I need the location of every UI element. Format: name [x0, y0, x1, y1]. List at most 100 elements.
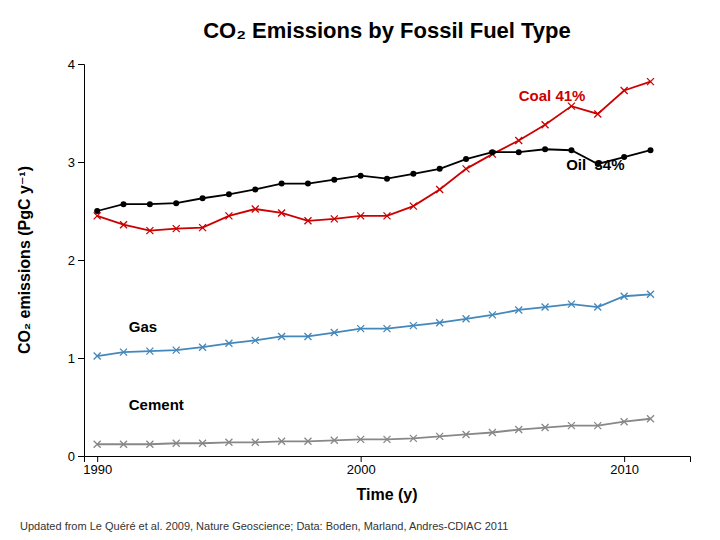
- marker: [621, 87, 628, 94]
- y-tick: 2: [68, 253, 84, 268]
- marker: [358, 173, 364, 179]
- marker: [410, 171, 416, 177]
- marker: [199, 440, 206, 447]
- marker: [516, 149, 522, 155]
- marker: [384, 176, 390, 182]
- y-tick-label: 4: [68, 57, 75, 72]
- marker: [94, 441, 101, 448]
- y-tick-mark: [78, 64, 84, 65]
- x-axis-title: Time (y): [356, 486, 417, 503]
- marker: [410, 435, 417, 442]
- footnote: Updated from Le Quéré et al. 2009, Natur…: [20, 520, 508, 532]
- marker: [463, 156, 469, 162]
- marker: [384, 212, 391, 219]
- marker: [278, 438, 285, 445]
- marker: [226, 191, 232, 197]
- marker: [225, 340, 232, 347]
- y-axis-line: [78, 65, 85, 457]
- marker: [173, 225, 180, 232]
- marker: [357, 212, 364, 219]
- marker: [305, 181, 311, 187]
- plot: 19902000201001234Coal 41%Oil 34%GasCemen…: [68, 57, 691, 478]
- marker: [120, 221, 127, 228]
- line: [97, 82, 650, 231]
- y-tick-mark: [78, 358, 84, 359]
- marker: [436, 186, 443, 193]
- series: [94, 146, 653, 214]
- marker: [225, 439, 232, 446]
- marker: [568, 147, 574, 153]
- chart: 19902000201001234Coal 41%Oil 34%GasCemen…: [0, 0, 720, 540]
- series: [94, 415, 654, 447]
- y-tick-mark: [78, 162, 84, 163]
- marker: [94, 208, 100, 214]
- y-tick-mark: [78, 456, 84, 457]
- marker: [252, 439, 259, 446]
- marker: [331, 215, 338, 222]
- marker: [568, 301, 575, 308]
- marker: [542, 424, 549, 431]
- x-axis-line: [85, 457, 691, 463]
- x-tick-mark: [97, 456, 98, 462]
- marker: [515, 426, 522, 433]
- marker: [384, 325, 391, 332]
- marker: [437, 166, 443, 172]
- marker: [357, 436, 364, 443]
- marker: [173, 200, 179, 206]
- y-axis: 0 1 2 3 4: [68, 57, 85, 464]
- marker: [647, 147, 653, 153]
- marker: [542, 146, 548, 152]
- marker: [200, 195, 206, 201]
- marker: [331, 177, 337, 183]
- marker: [304, 333, 311, 340]
- marker: [225, 212, 232, 219]
- y-tick: 4: [68, 57, 84, 72]
- x-tick-label: 1990: [83, 462, 112, 477]
- line: [97, 294, 650, 356]
- annotation: Gas: [129, 318, 157, 335]
- marker: [489, 149, 495, 155]
- marker: [594, 422, 601, 429]
- marker: [279, 181, 285, 187]
- marker: [621, 293, 628, 300]
- marker: [120, 441, 127, 448]
- marker: [331, 437, 338, 444]
- marker: [515, 306, 522, 313]
- marker: [173, 347, 180, 354]
- marker: [647, 415, 654, 422]
- marker: [542, 304, 549, 311]
- annotation: Cement: [129, 396, 184, 413]
- x-tick: 2000: [347, 456, 376, 477]
- marker: [410, 322, 417, 329]
- marker: [594, 304, 601, 311]
- y-tick-label: 0: [68, 449, 75, 464]
- y-tick-label: 2: [68, 253, 75, 268]
- marker: [146, 441, 153, 448]
- marker: [121, 201, 127, 207]
- marker: [252, 186, 258, 192]
- marker: [146, 227, 153, 234]
- marker: [463, 315, 470, 322]
- series: [94, 291, 654, 360]
- marker: [94, 353, 101, 360]
- marker: [331, 329, 338, 336]
- marker: [515, 137, 522, 144]
- marker: [357, 325, 364, 332]
- y-tick-label: 1: [68, 351, 75, 366]
- y-tick: 3: [68, 155, 84, 170]
- annotations: Coal 41%Oil 34%GasCement: [129, 87, 625, 413]
- x-tick: 2010: [610, 456, 639, 477]
- x-tick-mark: [361, 456, 362, 462]
- y-tick-mark: [78, 260, 84, 261]
- series-group: [94, 78, 654, 448]
- marker: [568, 422, 575, 429]
- marker: [304, 438, 311, 445]
- marker: [410, 203, 417, 210]
- marker: [252, 337, 259, 344]
- marker: [173, 440, 180, 447]
- marker: [647, 78, 654, 85]
- marker: [436, 433, 443, 440]
- marker: [278, 333, 285, 340]
- marker: [489, 311, 496, 318]
- marker: [199, 224, 206, 231]
